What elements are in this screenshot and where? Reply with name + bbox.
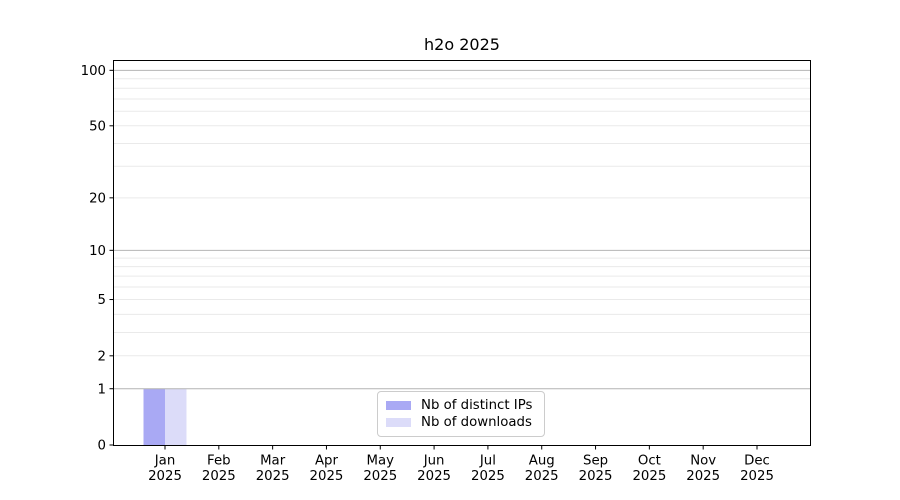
y-tick-label-50: 50	[89, 120, 106, 135]
x-tick-label-mar: Mar	[260, 454, 286, 469]
legend: Nb of distinct IPs Nb of downloads	[377, 391, 545, 437]
x-tick-label-oct: Oct	[638, 454, 661, 469]
y-tick-label-0: 0	[98, 439, 106, 454]
y-tick-label-2: 2	[98, 350, 106, 365]
x-tick-year-apr: 2025	[310, 469, 344, 484]
x-tick-label-feb: Feb	[207, 454, 231, 469]
x-tick-year-jan: 2025	[148, 469, 182, 484]
x-tick-year-oct: 2025	[632, 469, 666, 484]
x-tick-year-feb: 2025	[202, 469, 236, 484]
y-tick-label-10: 10	[89, 244, 106, 259]
x-tick-year-jun: 2025	[417, 469, 451, 484]
y-tick-label-5: 5	[98, 293, 106, 308]
legend-swatch-downloads	[386, 418, 411, 428]
x-tick-year-sep: 2025	[579, 469, 613, 484]
x-tick-year-jul: 2025	[471, 469, 505, 484]
x-tick-year-aug: 2025	[525, 469, 559, 484]
legend-item-downloads: Nb of downloads	[386, 416, 536, 429]
x-tick-year-nov: 2025	[686, 469, 720, 484]
legend-item-distinct-ips: Nb of distinct IPs	[386, 397, 536, 413]
x-tick-label-dec: Dec	[744, 454, 770, 469]
plot-frame	[113, 60, 811, 446]
x-tick-year-mar: 2025	[256, 469, 290, 484]
y-tick-label-20: 20	[89, 192, 106, 207]
x-tick-label-jan: Jan	[154, 454, 176, 469]
x-tick-label-aug: Aug	[529, 454, 555, 469]
x-tick-year-may: 2025	[363, 469, 397, 484]
bar-nb-of-downloads-jan	[165, 388, 187, 446]
x-tick-label-jun: Jun	[423, 454, 445, 469]
x-tick-label-jul: Jul	[479, 454, 496, 469]
legend-label-distinct-ips: Nb of distinct IPs	[421, 397, 533, 413]
y-tick-label-1: 1	[98, 382, 106, 397]
x-tick-label-sep: Sep	[583, 454, 608, 469]
bar-nb-of-distinct-ips-jan	[143, 388, 165, 446]
x-tick-label-may: May	[367, 454, 395, 469]
x-tick-label-apr: Apr	[315, 454, 339, 469]
y-tick-label-100: 100	[81, 64, 106, 79]
x-tick-year-dec: 2025	[740, 469, 774, 484]
legend-swatch-distinct-ips	[386, 400, 411, 410]
legend-label-downloads: Nb of downloads	[421, 415, 532, 431]
chart-title: h2o 2025	[424, 35, 500, 54]
x-tick-label-nov: Nov	[690, 454, 716, 469]
